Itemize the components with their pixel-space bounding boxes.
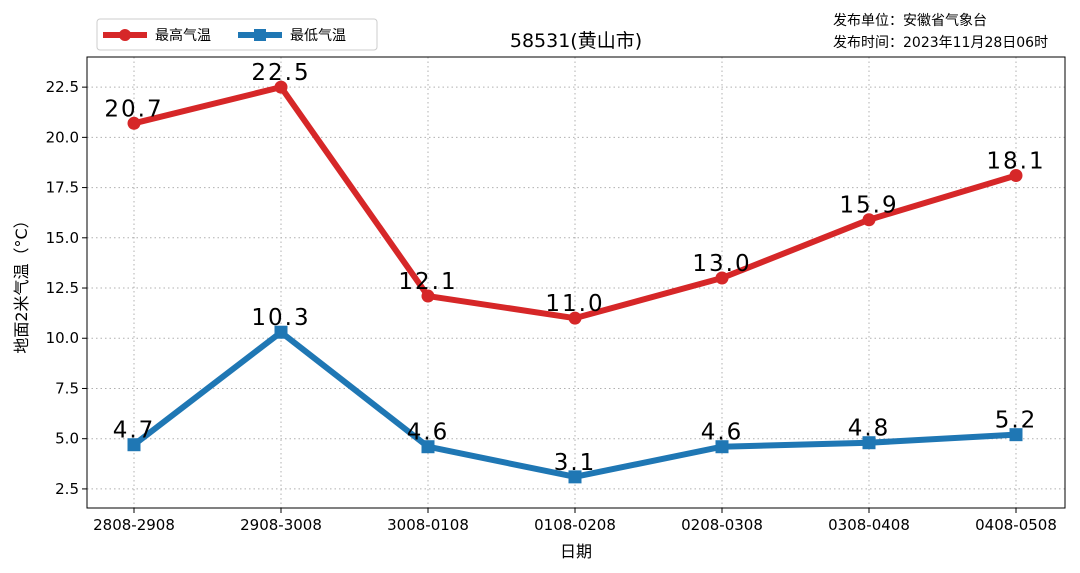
data-value-label: 20.7 bbox=[104, 96, 163, 122]
data-value-label: 3.1 bbox=[554, 450, 597, 476]
data-value-label: 5.2 bbox=[995, 408, 1038, 434]
chart-title: 58531(黄山市) bbox=[510, 30, 642, 52]
y-tick-label: 20.0 bbox=[46, 128, 79, 146]
legend-marker bbox=[119, 29, 131, 41]
x-tick-label: 2908-3008 bbox=[240, 516, 322, 534]
y-tick-label: 7.5 bbox=[55, 379, 79, 397]
x-tick-label: 0308-0408 bbox=[828, 516, 910, 534]
data-point-marker bbox=[568, 311, 582, 325]
y-axis-label: 地面2米气温（°C） bbox=[12, 212, 31, 353]
data-point-marker bbox=[568, 470, 582, 484]
data-point-marker bbox=[862, 436, 876, 450]
y-tick-label: 5.0 bbox=[55, 430, 79, 448]
y-tick-label: 10.0 bbox=[46, 329, 79, 347]
x-axis-ticks: 2808-2908 2908-3008 3008-0108 0108-0208 0208… bbox=[93, 508, 1057, 534]
x-tick-label: 2808-2908 bbox=[93, 516, 175, 534]
data-value-label: 4.8 bbox=[848, 416, 891, 442]
plot-frame bbox=[86, 56, 1066, 509]
data-value-label: 13.0 bbox=[692, 251, 751, 277]
data-value-label: 12.1 bbox=[398, 269, 457, 295]
data-value-label: 10.3 bbox=[251, 305, 310, 331]
legend-box bbox=[96, 18, 378, 51]
legend-label: 最低气温 bbox=[290, 28, 346, 44]
y-tick-label: 12.5 bbox=[46, 279, 79, 297]
x-tick-label: 0408-0508 bbox=[975, 516, 1057, 534]
legend: 最高气温 最低气温 bbox=[96, 18, 378, 51]
data-point-marker bbox=[421, 289, 435, 303]
data-point-marker bbox=[1009, 169, 1023, 183]
data-value-label: 4.6 bbox=[701, 420, 744, 446]
legend-marker bbox=[254, 29, 266, 41]
y-tick-label: 15.0 bbox=[46, 229, 79, 247]
data-point-marker bbox=[421, 440, 435, 454]
publish-time-annotation: 发布时间：2023年11月28日06时 bbox=[833, 35, 1048, 51]
x-tick-label: 3008-0108 bbox=[387, 516, 469, 534]
y-axis-ticks: 2.5 5.0 7.5 10.0 12.5 15.0 17.5 20.0 22.5 bbox=[46, 78, 87, 498]
x-axis-label: 日期 bbox=[560, 542, 592, 561]
data-value-label: 11.0 bbox=[545, 291, 604, 317]
data-value-label: 4.7 bbox=[113, 418, 156, 444]
data-value-label: 18.1 bbox=[986, 149, 1045, 175]
data-point-marker bbox=[274, 80, 288, 94]
data-label-layer: 20.7 22.5 12.1 11.0 13.0 15.9 18.1 4.7 10.3 4.6 3.… bbox=[104, 60, 1045, 476]
y-tick-label: 17.5 bbox=[46, 179, 79, 197]
legend-label: 最高气温 bbox=[155, 27, 211, 44]
data-value-label: 22.5 bbox=[251, 60, 310, 86]
data-value-label: 15.9 bbox=[839, 193, 898, 219]
x-tick-label: 0108-0208 bbox=[534, 516, 616, 534]
data-value-label: 4.6 bbox=[407, 420, 450, 446]
x-tick-label: 0208-0308 bbox=[681, 516, 763, 534]
series-layer bbox=[127, 80, 1023, 484]
data-point-marker bbox=[1009, 428, 1023, 442]
y-tick-label: 22.5 bbox=[46, 78, 79, 96]
legend-items: 最高气温 最低气温 bbox=[103, 27, 346, 44]
data-point-marker bbox=[715, 271, 729, 285]
publisher-annotation: 发布单位：安徽省气象台 bbox=[833, 13, 987, 29]
y-tick-label: 2.5 bbox=[55, 480, 79, 498]
data-point-marker bbox=[862, 213, 876, 227]
data-point-marker bbox=[127, 116, 141, 130]
data-point-marker bbox=[274, 325, 288, 339]
data-point-marker bbox=[715, 440, 729, 454]
data-point-marker bbox=[127, 438, 141, 452]
